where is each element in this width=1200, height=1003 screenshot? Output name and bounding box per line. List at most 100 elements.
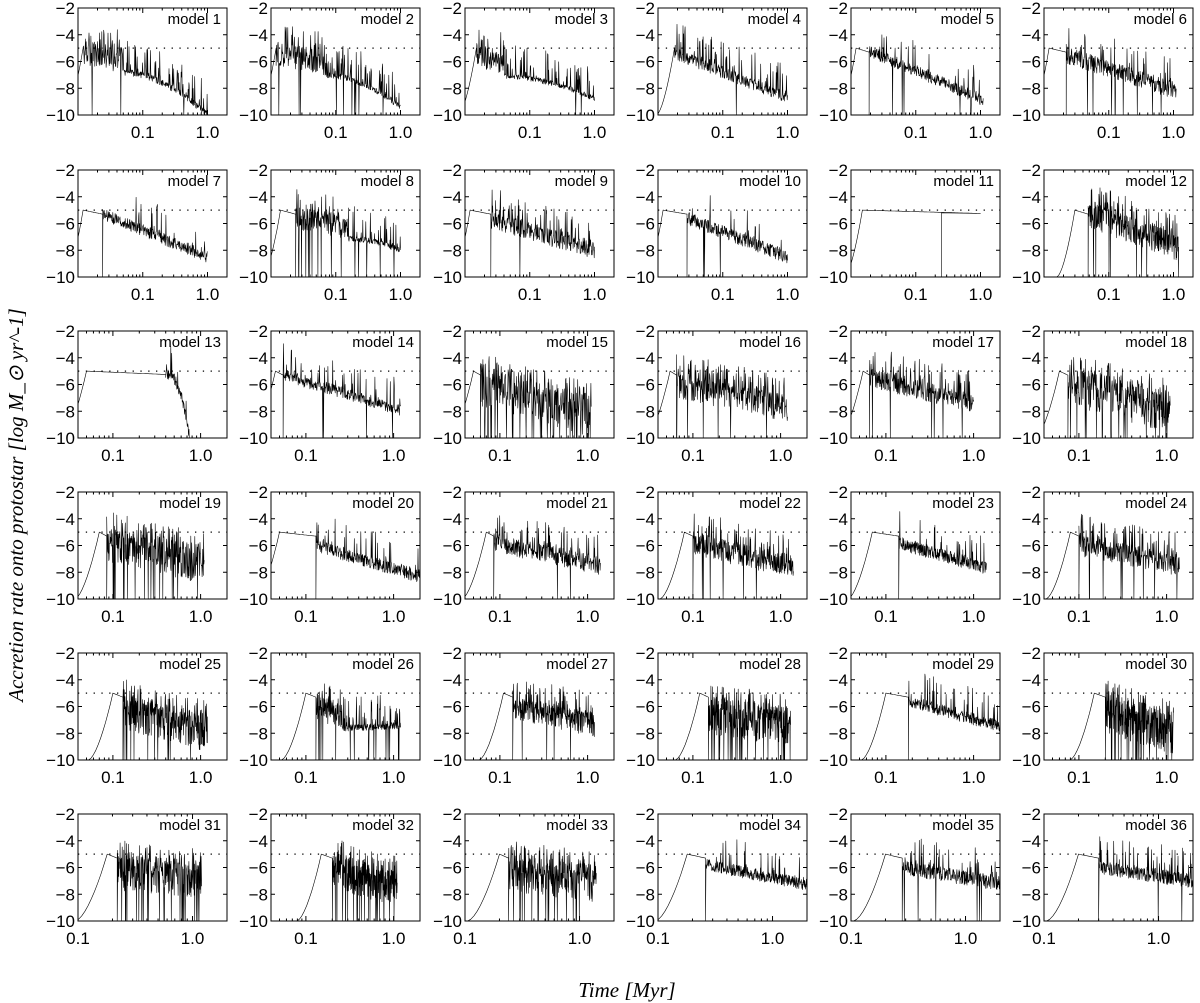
y-tick-label: −6: [56, 376, 75, 395]
panel-title: model 12: [1125, 173, 1187, 190]
y-tick-label: −10: [626, 268, 655, 287]
y-tick-label: −4: [56, 832, 75, 851]
y-tick-label: −4: [56, 26, 75, 45]
panel-title: model 4: [748, 11, 801, 28]
y-tick-label: −6: [1022, 376, 1041, 395]
panel-title: model 9: [555, 173, 608, 190]
y-tick-label: −2: [56, 483, 75, 502]
panel: −2 −4 −6 −8 −10 0.1 1.0 model 32: [239, 805, 421, 948]
x-tick-label: 0.1: [681, 446, 705, 465]
y-tick-label: −4: [829, 510, 848, 529]
y-tick-label: −8: [1022, 724, 1041, 743]
x-tick-label: 1.0: [969, 285, 993, 304]
y-tick-label: −8: [249, 885, 268, 904]
y-tick-label: −6: [1022, 53, 1041, 72]
x-tick-label: 0.1: [453, 929, 477, 948]
y-tick-label: −6: [636, 53, 655, 72]
accretion-series-line: [88, 679, 208, 760]
panel: −2 −4 −6 −8 −10 0.1 1.0 model 12: [1012, 161, 1194, 304]
x-tick-label: 0.1: [101, 607, 125, 626]
y-tick-label: −10: [819, 106, 848, 125]
y-tick-label: −4: [829, 671, 848, 690]
y-tick-label: −2: [829, 0, 848, 18]
accretion-series-line: [1044, 28, 1177, 115]
y-tick-label: −4: [249, 832, 268, 851]
panel: −2 −4 −6 −8 −10 0.1 1.0 model 1: [46, 0, 228, 142]
y-tick-label: −10: [46, 751, 75, 770]
panel: −2 −4 −6 −8 −100.1 1.0 model 34: [626, 805, 808, 948]
panel: −2 −4 −6 −8 −10 0.1 1.0 model 4: [626, 0, 808, 142]
panel-title: model 26: [352, 656, 414, 673]
y-tick-label: −2: [443, 161, 462, 180]
panel: −2 −4 −6 −8 −100.1 1.0 model 36: [1012, 805, 1194, 948]
panel-title: model 23: [932, 495, 994, 512]
y-tick-label: −8: [1022, 402, 1041, 421]
y-tick-label: −8: [443, 79, 462, 98]
y-tick-label: −2: [1022, 483, 1041, 502]
x-tick-label: 0.1: [131, 123, 155, 142]
panel-title: model 30: [1125, 656, 1187, 673]
y-tick-label: −4: [249, 349, 268, 368]
accretion-series-line: [78, 840, 202, 921]
y-tick-label: −4: [636, 26, 655, 45]
panel-title: model 16: [739, 334, 801, 351]
y-tick-label: −8: [1022, 885, 1041, 904]
y-tick-label: −4: [249, 26, 268, 45]
panel: −2 −4 −6 −8 −100.1 1.0 model 31: [46, 805, 228, 948]
y-tick-label: −6: [636, 215, 655, 234]
y-tick-label: −8: [443, 563, 462, 582]
x-tick-label: 0.1: [874, 446, 898, 465]
accretion-series-line: [271, 189, 401, 277]
accretion-series-line: [851, 511, 987, 599]
x-tick-label: 1.0: [1147, 929, 1171, 948]
panel: −2 −4 −6 −8 −10 0.1 1.0 model 30: [1012, 644, 1194, 787]
y-tick-label: −6: [56, 698, 75, 717]
y-tick-label: −10: [239, 106, 268, 125]
y-tick-label: −8: [443, 724, 462, 743]
x-tick-label: 0.1: [101, 768, 125, 787]
accretion-series-line: [1069, 680, 1174, 760]
panel: −2 −4 −6 −8 −10 0.1 1.0 model 22: [626, 483, 808, 626]
y-tick-label: −2: [249, 483, 268, 502]
y-tick-label: −6: [829, 859, 848, 878]
panel-title: model 25: [159, 656, 221, 673]
y-tick-label: −10: [1012, 912, 1041, 931]
y-tick-label: −2: [56, 805, 75, 824]
y-tick-label: −10: [433, 429, 462, 448]
x-tick-label: 0.1: [1097, 285, 1121, 304]
y-tick-label: −8: [443, 402, 462, 421]
panel: −2 −4 −6 −8 −10 0.1 1.0 model 5: [819, 0, 1001, 142]
y-tick-label: −4: [829, 26, 848, 45]
y-tick-label: −8: [1022, 241, 1041, 260]
y-tick-label: −6: [56, 859, 75, 878]
y-tick-label: −2: [636, 161, 655, 180]
x-tick-label: 1.0: [583, 285, 607, 304]
y-tick-label: −10: [626, 751, 655, 770]
y-tick-label: −4: [829, 188, 848, 207]
y-tick-label: −4: [829, 349, 848, 368]
panel: −2 −4 −6 −8 −10 0.1 1.0 model 2: [239, 0, 421, 142]
y-tick-label: −10: [239, 751, 268, 770]
panel-title: model 18: [1125, 334, 1187, 351]
y-tick-label: −4: [636, 188, 655, 207]
y-tick-label: −8: [56, 724, 75, 743]
accretion-series-line: [1045, 513, 1180, 599]
y-tick-label: −2: [249, 161, 268, 180]
y-tick-label: −6: [56, 215, 75, 234]
x-tick-label: 1.0: [769, 768, 793, 787]
x-tick-label: 1.0: [776, 285, 800, 304]
y-tick-label: −10: [239, 429, 268, 448]
x-tick-label: 1.0: [969, 123, 993, 142]
panel-title: model 14: [352, 334, 414, 351]
y-tick-label: −6: [249, 215, 268, 234]
x-tick-label: 0.1: [904, 285, 928, 304]
y-tick-label: −10: [1012, 590, 1041, 609]
panel-title: model 5: [941, 11, 994, 28]
x-tick-label: 0.1: [839, 929, 863, 948]
y-tick-label: −8: [829, 79, 848, 98]
x-tick-label: 1.0: [1155, 446, 1179, 465]
panel: −2 −4 −6 −8 −10 0.1 1.0 model 27: [433, 644, 615, 787]
accretion-series-line: [78, 512, 205, 599]
y-tick-label: −6: [443, 53, 462, 72]
y-tick-label: −6: [1022, 537, 1041, 556]
